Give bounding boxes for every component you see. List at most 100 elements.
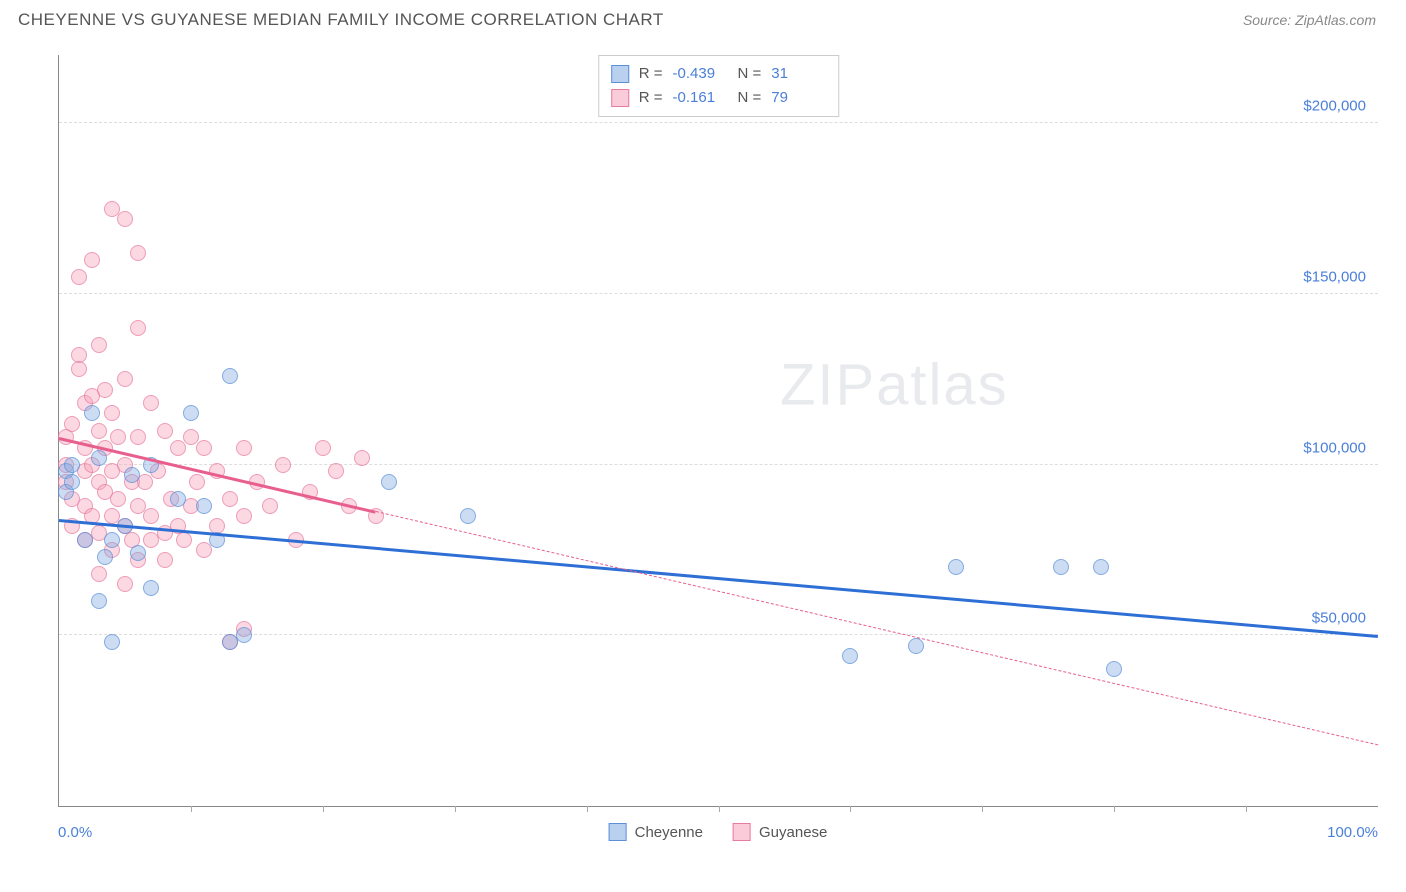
- data-point-pink: [354, 450, 370, 466]
- trendline-blue: [59, 519, 1378, 638]
- data-point-pink: [130, 429, 146, 445]
- r-label: R =: [639, 62, 663, 86]
- data-point-pink: [236, 440, 252, 456]
- swatch-blue: [609, 823, 627, 841]
- data-point-pink: [64, 416, 80, 432]
- data-point-blue: [104, 532, 120, 548]
- legend-item-cheyenne: Cheyenne: [609, 823, 703, 841]
- data-point-pink: [117, 211, 133, 227]
- x-min-label: 0.0%: [58, 824, 92, 841]
- data-point-pink: [117, 371, 133, 387]
- legend-item-guyanese: Guyanese: [733, 823, 827, 841]
- watermark-bold: ZIP: [780, 353, 876, 418]
- data-point-blue: [460, 508, 476, 524]
- gridline: [59, 122, 1378, 123]
- data-point-pink: [71, 269, 87, 285]
- data-point-blue: [91, 450, 107, 466]
- swatch-pink: [611, 89, 629, 107]
- data-point-blue: [908, 638, 924, 654]
- data-point-blue: [77, 532, 93, 548]
- data-point-pink: [275, 457, 291, 473]
- x-max-label: 100.0%: [1327, 824, 1378, 841]
- plot-region: ZIPatlas R = -0.439 N = 31 R = -0.161 N …: [58, 55, 1378, 807]
- data-point-pink: [196, 440, 212, 456]
- chart-area: Median Family Income ZIPatlas R = -0.439…: [18, 45, 1388, 862]
- data-point-pink: [328, 463, 344, 479]
- r-label: R =: [639, 86, 663, 110]
- y-tick-label: $50,000: [1312, 610, 1366, 627]
- data-point-pink: [189, 474, 205, 490]
- y-tick-label: $150,000: [1303, 268, 1366, 285]
- data-point-pink: [143, 508, 159, 524]
- data-point-pink: [71, 361, 87, 377]
- x-tick: [982, 806, 983, 812]
- x-tick: [191, 806, 192, 812]
- legend-row-blue: R = -0.439 N = 31: [611, 62, 827, 86]
- data-point-blue: [222, 368, 238, 384]
- data-point-blue: [170, 491, 186, 507]
- data-point-blue: [64, 457, 80, 473]
- series-legend: Cheyenne Guyanese: [609, 823, 828, 841]
- data-point-blue: [143, 580, 159, 596]
- data-point-blue: [124, 467, 140, 483]
- data-point-blue: [196, 498, 212, 514]
- data-point-blue: [1053, 559, 1069, 575]
- data-point-pink: [84, 252, 100, 268]
- correlation-legend: R = -0.439 N = 31 R = -0.161 N = 79: [598, 55, 840, 117]
- data-point-blue: [91, 593, 107, 609]
- data-point-pink: [130, 320, 146, 336]
- data-point-pink: [143, 395, 159, 411]
- data-point-pink: [97, 382, 113, 398]
- x-tick: [587, 806, 588, 812]
- data-point-pink: [91, 423, 107, 439]
- data-point-pink: [315, 440, 331, 456]
- data-point-pink: [110, 429, 126, 445]
- data-point-pink: [262, 498, 278, 514]
- swatch-pink: [733, 823, 751, 841]
- data-point-blue: [104, 634, 120, 650]
- data-point-pink: [91, 566, 107, 582]
- gridline: [59, 464, 1378, 465]
- data-point-blue: [183, 405, 199, 421]
- swatch-blue: [611, 65, 629, 83]
- x-tick: [1114, 806, 1115, 812]
- n-label: N =: [738, 86, 762, 110]
- chart-title: CHEYENNE VS GUYANESE MEDIAN FAMILY INCOM…: [18, 10, 664, 30]
- gridline: [59, 634, 1378, 635]
- data-point-pink: [176, 532, 192, 548]
- r-value-blue: -0.439: [673, 62, 728, 86]
- data-point-blue: [381, 474, 397, 490]
- data-point-pink: [117, 576, 133, 592]
- data-point-blue: [948, 559, 964, 575]
- data-point-pink: [104, 405, 120, 421]
- data-point-blue: [1106, 661, 1122, 677]
- data-point-blue: [842, 648, 858, 664]
- y-tick-label: $100,000: [1303, 439, 1366, 456]
- chart-header: CHEYENNE VS GUYANESE MEDIAN FAMILY INCOM…: [0, 0, 1406, 40]
- gridline: [59, 293, 1378, 294]
- y-tick-label: $200,000: [1303, 98, 1366, 115]
- legend-label-guyanese: Guyanese: [759, 824, 827, 841]
- x-tick: [1246, 806, 1247, 812]
- trendline-pink-projected: [375, 511, 1378, 745]
- data-point-pink: [110, 491, 126, 507]
- data-point-pink: [91, 337, 107, 353]
- data-point-pink: [130, 245, 146, 261]
- x-axis-labels: 0.0% 100.0% Cheyenne Guyanese: [58, 817, 1378, 837]
- data-point-blue: [97, 549, 113, 565]
- data-point-pink: [236, 508, 252, 524]
- r-value-pink: -0.161: [673, 86, 728, 110]
- x-tick: [850, 806, 851, 812]
- x-tick: [323, 806, 324, 812]
- data-point-pink: [157, 552, 173, 568]
- data-point-pink: [170, 440, 186, 456]
- data-point-blue: [84, 405, 100, 421]
- watermark-light: atlas: [876, 353, 1009, 418]
- data-point-pink: [196, 542, 212, 558]
- data-point-pink: [222, 491, 238, 507]
- x-tick: [719, 806, 720, 812]
- legend-row-pink: R = -0.161 N = 79: [611, 86, 827, 110]
- watermark: ZIPatlas: [780, 352, 1009, 419]
- n-value-pink: 79: [771, 86, 826, 110]
- data-point-pink: [157, 423, 173, 439]
